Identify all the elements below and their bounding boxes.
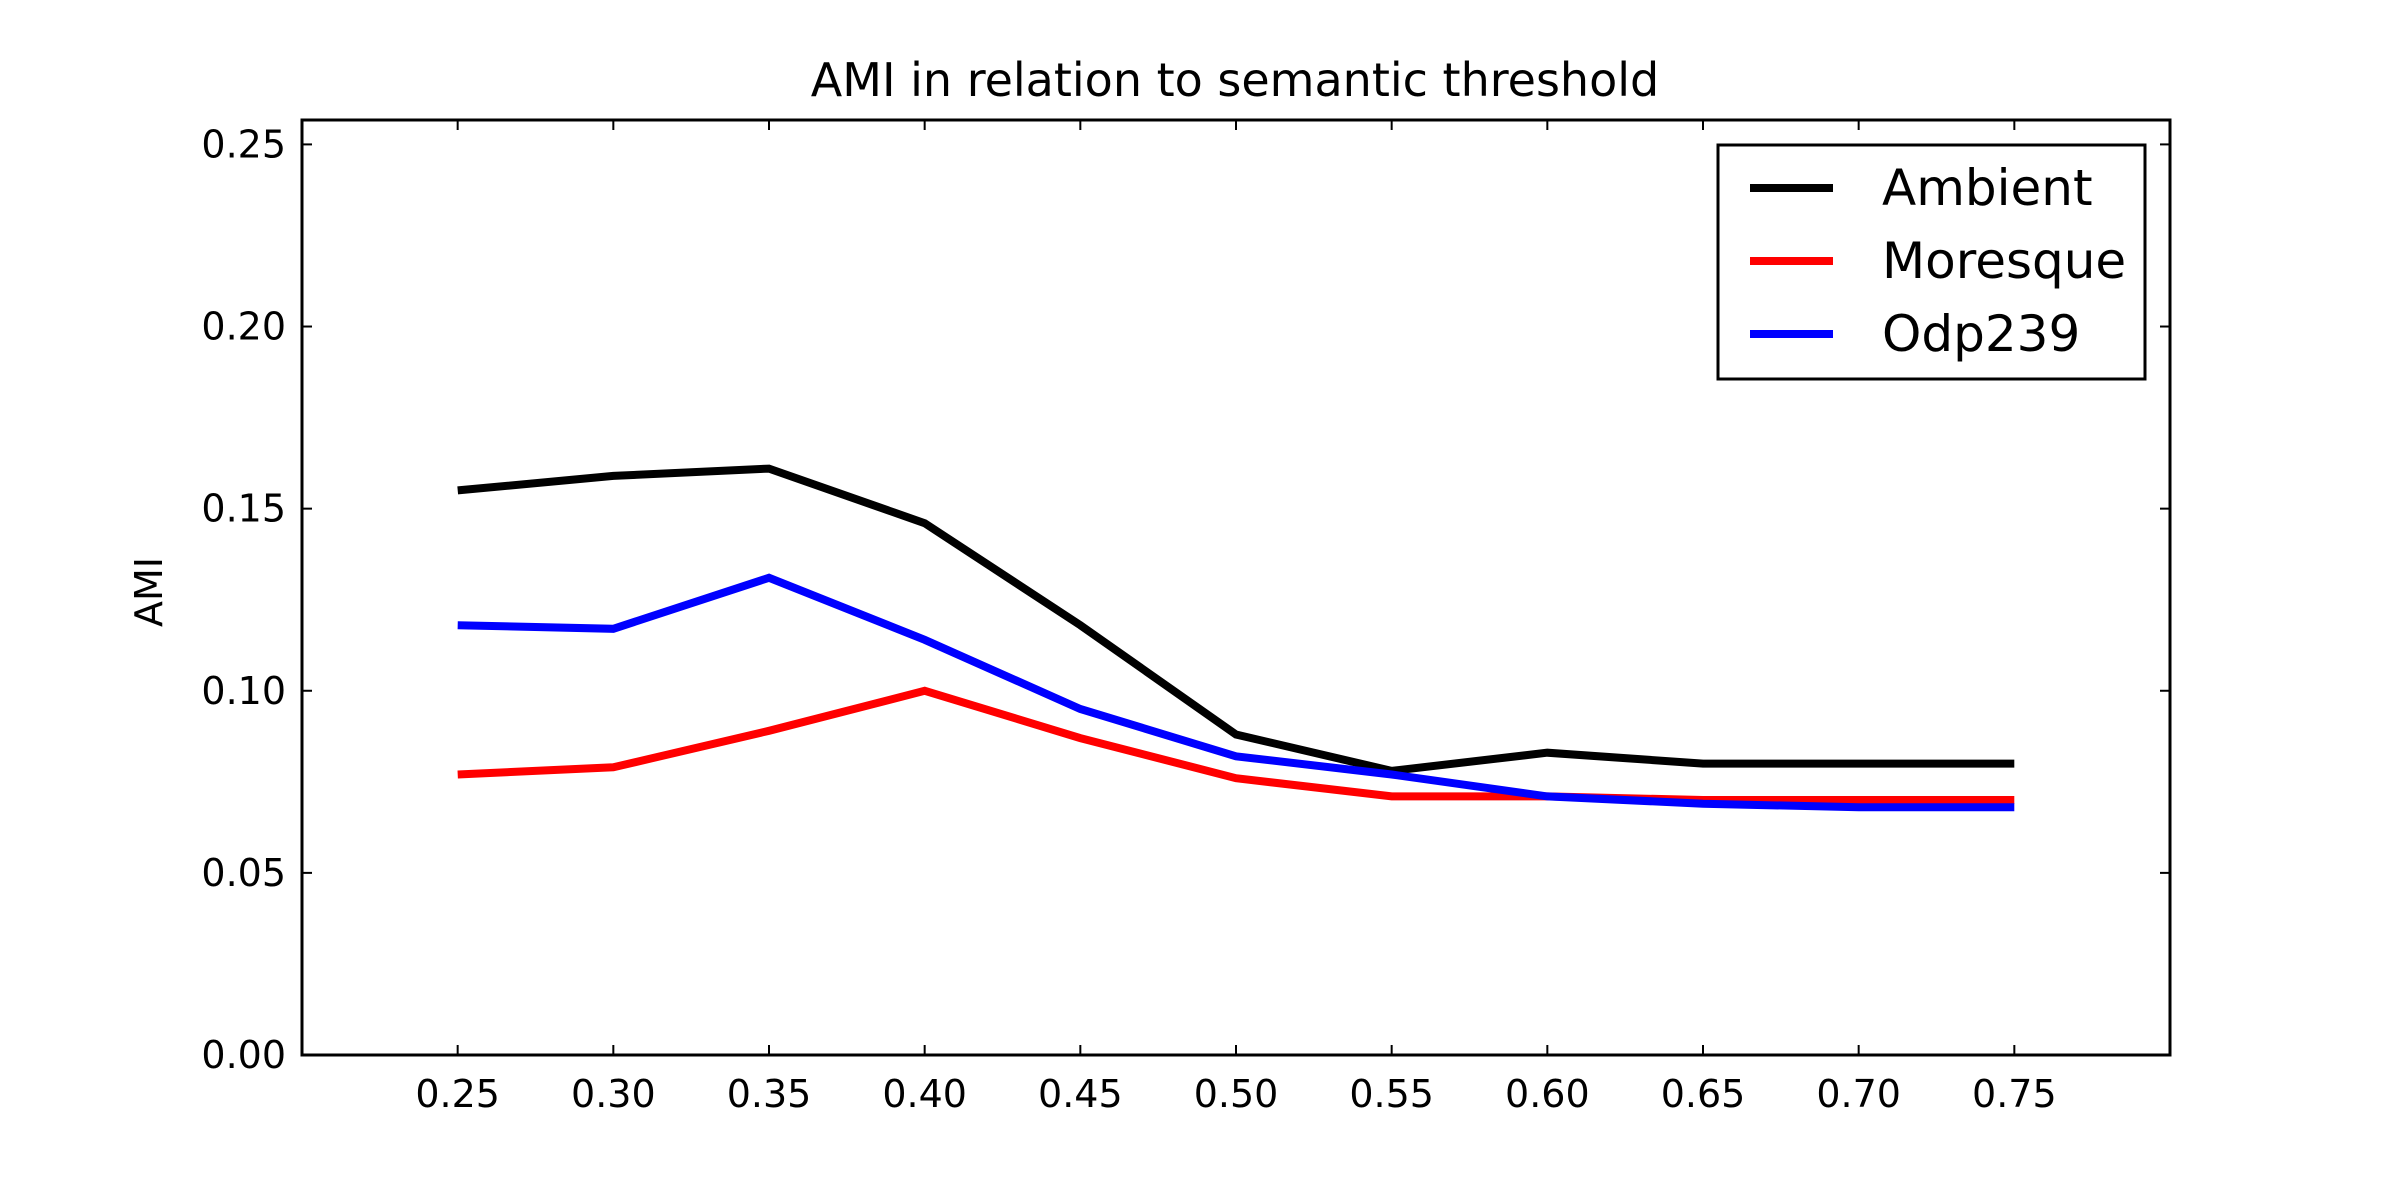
legend-label-moresque: Moresque [1882, 232, 2126, 290]
y-tick-label: 0.00 [201, 1033, 286, 1077]
y-tick-label: 0.25 [201, 122, 286, 166]
y-tick-label: 0.15 [201, 487, 286, 531]
x-tick-label: 0.45 [1038, 1072, 1123, 1116]
y-axis-label: AMI [127, 557, 171, 627]
x-tick-label: 0.55 [1349, 1072, 1434, 1116]
series-line-moresque [457, 686, 2015, 804]
series-line-odp239 [457, 573, 2015, 812]
x-tick-label: 0.65 [1661, 1072, 1746, 1116]
y-tick-label: 0.20 [201, 305, 286, 349]
chart-title: AMI in relation to semantic threshold [811, 53, 1659, 107]
series-line-ambient [457, 464, 2015, 775]
x-tick-label: 0.30 [571, 1072, 656, 1116]
series-layer [457, 464, 2015, 812]
plot-area-frame [300, 118, 2172, 1057]
ticks-layer: 0.25 0.30 0.35 0.40 0.45 0.50 0.55 0.60 0.65 0.70… [201, 120, 2170, 1116]
legend: Ambient Moresque Odp239 [1716, 143, 2147, 381]
x-tick-label: 0.50 [1194, 1072, 1279, 1116]
legend-items: Ambient Moresque Odp239 [1750, 159, 2126, 363]
x-tick-label: 0.75 [1972, 1072, 2057, 1116]
x-tick-label: 0.70 [1816, 1072, 1901, 1116]
x-tick-label: 0.35 [727, 1072, 812, 1116]
x-tick-label: 0.25 [415, 1072, 500, 1116]
x-tick-label: 0.40 [882, 1072, 967, 1116]
x-tick-label: 0.60 [1505, 1072, 1590, 1116]
legend-label-ambient: Ambient [1882, 159, 2093, 217]
y-tick-label: 0.05 [201, 851, 286, 895]
legend-label-odp239: Odp239 [1882, 305, 2080, 363]
y-tick-label: 0.10 [201, 669, 286, 713]
